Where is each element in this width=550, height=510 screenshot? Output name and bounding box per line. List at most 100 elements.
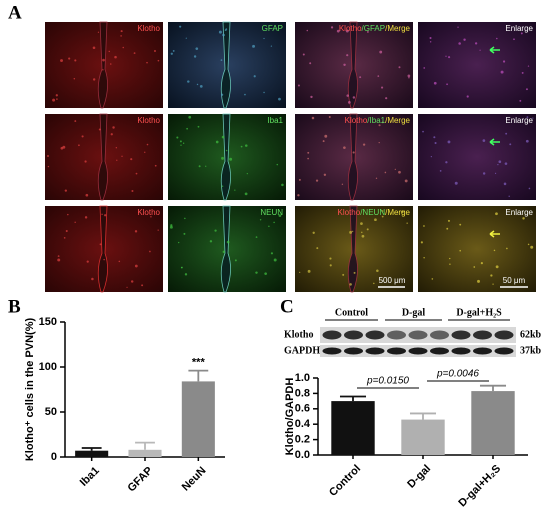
cell-signal — [214, 229, 217, 232]
cell-signal — [482, 139, 486, 142]
cell-signal — [234, 259, 237, 262]
ventricle — [220, 205, 231, 293]
cell-signal — [527, 65, 530, 67]
y-tick-label: 0.0 — [295, 449, 310, 461]
cell-signal — [150, 215, 152, 218]
cell-signal — [67, 213, 69, 216]
enlarge-label: Enlarge — [505, 208, 533, 217]
cell-signal — [131, 189, 134, 192]
cell-signal — [144, 151, 146, 153]
cell-signal — [130, 280, 134, 283]
bar — [401, 419, 445, 455]
blot-band — [387, 347, 406, 355]
cell-signal — [297, 84, 300, 87]
cell-signal — [187, 80, 190, 83]
cell-signal — [324, 134, 328, 138]
merge-label-part: /Merge — [385, 24, 410, 33]
cell-signal — [78, 144, 80, 147]
cell-signal — [263, 37, 265, 40]
cell-signal — [366, 30, 369, 33]
ventricle — [220, 113, 231, 201]
cell-signal — [520, 32, 523, 35]
cell-signal — [360, 222, 363, 226]
blot-band — [451, 347, 471, 355]
cell-signal — [307, 269, 311, 273]
cell-signal — [65, 230, 68, 233]
cell-signal — [349, 230, 353, 234]
blot-band — [365, 347, 385, 355]
cell-signal — [221, 135, 225, 139]
merge-label-part: /Iba1 — [367, 116, 385, 125]
ventricle — [97, 21, 108, 109]
cell-signal — [381, 86, 384, 89]
arrow — [489, 230, 500, 238]
cell-signal — [299, 271, 301, 273]
cell-signal — [385, 97, 388, 100]
cell-signal — [222, 33, 225, 37]
cell-signal — [149, 250, 151, 253]
cell-signal — [316, 247, 319, 250]
cell-signal — [56, 98, 58, 100]
cell-signal — [463, 38, 466, 41]
cell-signal — [84, 216, 88, 219]
cell-signal — [378, 141, 380, 144]
cell-signal — [342, 273, 345, 276]
cell-signal — [198, 165, 201, 168]
cell-signal — [85, 193, 89, 197]
cell-signal — [525, 139, 529, 143]
cell-signal — [220, 93, 224, 96]
cell-signal — [57, 255, 60, 258]
cell-signal — [141, 284, 144, 287]
cell-signal — [263, 91, 265, 94]
cell-signal — [154, 164, 157, 167]
cell-signal — [306, 29, 309, 32]
blot-band — [430, 347, 449, 355]
cell-signal — [346, 54, 349, 57]
y-tick-label: 0.6 — [295, 403, 310, 415]
cell-signal — [278, 214, 282, 217]
cell-signal — [422, 130, 424, 133]
cell-signal — [183, 232, 186, 235]
cell-signal — [188, 115, 192, 119]
cell-signal — [63, 236, 66, 239]
cell-signal — [179, 25, 182, 28]
cell-signal — [509, 143, 512, 146]
cell-signal — [328, 115, 331, 119]
cell-signal — [433, 136, 436, 139]
scale-bar-label: 500 μm — [379, 276, 406, 285]
cell-signal — [449, 257, 451, 260]
bar — [75, 450, 109, 457]
cell-signal — [346, 94, 349, 97]
merge-label-part: /Merge — [385, 116, 410, 125]
cell-signal — [218, 30, 222, 34]
cell-signal — [366, 228, 369, 231]
arrow — [489, 138, 500, 146]
blot-band — [387, 330, 406, 340]
cell-signal — [398, 170, 401, 174]
blot-band — [451, 330, 471, 340]
cell-signal — [195, 47, 199, 50]
x-tick-label: D-gal+H₂S — [456, 463, 503, 510]
cell-signal — [47, 165, 50, 168]
ventricle — [347, 21, 358, 109]
cell-signal — [153, 50, 156, 52]
y-tick-label: 0.8 — [295, 387, 310, 399]
cell-signal — [521, 71, 524, 74]
cell-signal — [445, 161, 448, 164]
blot-band — [494, 330, 514, 340]
cell-signal — [108, 50, 111, 53]
cell-signal — [329, 257, 332, 260]
cell-signal — [322, 140, 325, 143]
channel-label: Klotho — [137, 116, 160, 125]
blot-band-label: Klotho — [284, 329, 313, 340]
cell-signal — [102, 69, 104, 71]
y-tick-label: 150 — [39, 316, 57, 328]
error-bar — [135, 441, 155, 450]
cell-signal — [74, 120, 77, 122]
cell-signal — [312, 231, 315, 234]
cell-signal — [116, 159, 118, 161]
micrograph — [418, 22, 536, 108]
cell-signal — [182, 142, 185, 144]
cell-signal — [255, 271, 258, 274]
bar — [331, 401, 375, 455]
